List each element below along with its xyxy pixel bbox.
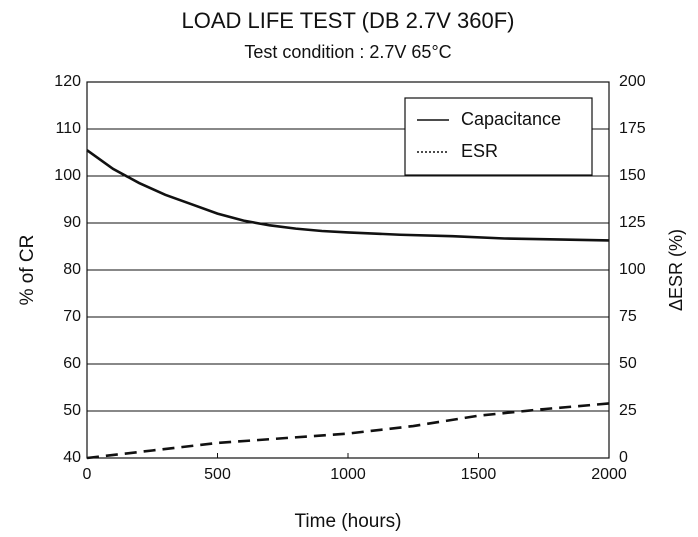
y2-tick-label: 75 [619, 308, 637, 325]
y2-tick-label: 200 [619, 73, 646, 90]
y-tick-label: 110 [55, 120, 81, 137]
chart-title: LOAD LIFE TEST (DB 2.7V 360F) [182, 8, 515, 33]
chart-subtitle: Test condition : 2.7V 65°C [244, 42, 451, 62]
y-tick-label: 100 [54, 167, 81, 184]
plot-frame [86, 81, 610, 459]
y-tick-label: 70 [63, 308, 81, 325]
x-tick-label: 1000 [330, 466, 366, 483]
y2-tick-label: 100 [619, 261, 646, 278]
x-tick-label: 0 [83, 466, 92, 483]
y-tick-label: 80 [63, 261, 81, 278]
y2-tick-label: 175 [619, 120, 646, 137]
y-tick-label: 50 [63, 402, 81, 419]
x-tick-label: 1500 [461, 466, 497, 483]
x-axis-label: Time (hours) [295, 511, 402, 532]
x-tick-label: 500 [204, 466, 231, 483]
y-tick-label: 40 [63, 449, 81, 466]
y2-tick-label: 50 [619, 355, 637, 372]
y2-tick-label: 150 [619, 167, 646, 184]
legend-box [404, 97, 593, 176]
y-tick-label: 90 [63, 214, 81, 231]
y2-tick-label: 25 [619, 402, 637, 419]
series-line [86, 402, 610, 460]
y2-axis-label: ΔESR (%) [666, 229, 686, 311]
series-line [86, 149, 610, 242]
y2-tick-label: 0 [619, 449, 628, 466]
y-tick-label: 60 [63, 355, 81, 372]
legend-label: Capacitance [461, 109, 561, 129]
y2-tick-label: 125 [619, 214, 646, 231]
y-tick-label: 120 [54, 73, 81, 90]
x-tick-label: 2000 [591, 466, 627, 483]
legend-label: ESR [461, 141, 498, 161]
y-axis-label: % of CR [17, 235, 38, 306]
